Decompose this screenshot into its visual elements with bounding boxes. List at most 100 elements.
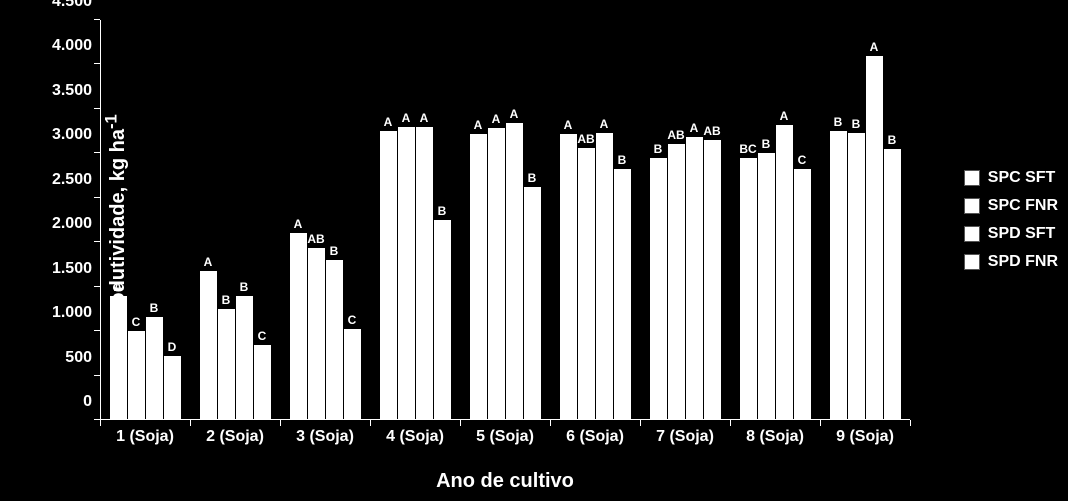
legend-swatch <box>964 254 980 270</box>
bar-annotation: B <box>852 117 861 133</box>
x-tick-mark <box>370 420 371 426</box>
y-tick-label: 2.500 <box>52 171 100 189</box>
bar-annotation: B <box>528 171 537 187</box>
bar: AB <box>704 140 721 420</box>
bar-annotation: B <box>618 153 627 169</box>
bar-annotation: A <box>204 255 213 271</box>
legend-swatch <box>964 226 980 242</box>
bar-annotation: B <box>222 293 231 309</box>
bar-chart: Produtividade, kg ha-1 05001.0001.5002.0… <box>0 0 1068 501</box>
y-tick-label: 0 <box>83 393 100 411</box>
bar: B <box>848 133 865 420</box>
bar: AB <box>668 144 685 420</box>
bar-annotation: B <box>654 142 663 158</box>
legend-swatch <box>964 198 980 214</box>
x-tick-label: 4 (Soja) <box>386 420 444 446</box>
bar: A <box>488 128 505 420</box>
bar-annotation: A <box>600 117 609 133</box>
bar-annotation: A <box>564 118 573 134</box>
bar: C <box>794 169 811 420</box>
legend-item: SPD SFT <box>964 225 1058 243</box>
y-tick-mark <box>94 286 100 287</box>
x-tick-label: 9 (Soja) <box>836 420 894 446</box>
y-tick-label: 3.500 <box>52 82 100 100</box>
y-tick-mark <box>94 241 100 242</box>
legend: SPC SFT SPC FNR SPD SFT SPD FNR <box>964 159 1058 281</box>
bar: A <box>470 134 487 420</box>
x-tick-mark <box>730 420 731 426</box>
bar-annotation: B <box>438 204 447 220</box>
bar-annotation: A <box>402 111 411 127</box>
bar-annotation: AB <box>667 128 684 144</box>
bar-annotation: B <box>330 244 339 260</box>
bar: A <box>110 296 127 420</box>
legend-item: SPC FNR <box>964 197 1058 215</box>
bar-annotation: B <box>762 137 771 153</box>
bar: A <box>200 271 217 420</box>
x-tick-mark <box>100 420 101 426</box>
legend-label: SPC FNR <box>988 197 1058 215</box>
bar-annotation: D <box>168 340 177 356</box>
y-tick-mark <box>94 375 100 376</box>
legend-item: SPC SFT <box>964 169 1058 187</box>
bar-annotation: A <box>780 109 789 125</box>
x-tick-label: 7 (Soja) <box>656 420 714 446</box>
y-tick-mark <box>94 63 100 64</box>
y-tick-mark <box>94 152 100 153</box>
y-tick-mark <box>94 108 100 109</box>
bar-annotation: A <box>690 121 699 137</box>
x-tick-label: 6 (Soja) <box>566 420 624 446</box>
legend-item: SPD FNR <box>964 253 1058 271</box>
bar: BC <box>740 158 757 420</box>
y-tick-label: 3.000 <box>52 126 100 144</box>
x-tick-mark <box>820 420 821 426</box>
bar: A <box>560 134 577 420</box>
y-tick-mark <box>94 330 100 331</box>
y-tick-label: 1.000 <box>52 304 100 322</box>
legend-label: SPD SFT <box>988 225 1056 243</box>
legend-swatch <box>964 170 980 186</box>
y-tick-label: 4.000 <box>52 37 100 55</box>
bar: B <box>146 317 163 420</box>
y-tick-label: 4.500 <box>52 0 100 11</box>
bar-annotation: AB <box>307 232 324 248</box>
x-tick-mark <box>460 420 461 426</box>
x-tick-label: 3 (Soja) <box>296 420 354 446</box>
bar: B <box>830 131 847 420</box>
bar: C <box>344 329 361 420</box>
bar: C <box>254 345 271 420</box>
y-tick-label: 1.500 <box>52 260 100 278</box>
x-axis-title: Ano de cultivo <box>100 470 910 493</box>
x-tick-mark <box>190 420 191 426</box>
bar: D <box>164 356 181 420</box>
bar-annotation: A <box>870 40 879 56</box>
x-tick-mark <box>280 420 281 426</box>
x-tick-label: 5 (Soja) <box>476 420 534 446</box>
bar-annotation: A <box>114 280 123 296</box>
bar: B <box>758 153 775 420</box>
y-tick-label: 500 <box>65 349 100 367</box>
bar-annotation: AB <box>577 132 594 148</box>
y-tick-mark <box>94 19 100 20</box>
bar-annotation: BC <box>739 142 756 158</box>
bar: A <box>866 56 883 420</box>
bar: B <box>650 158 667 420</box>
bar: B <box>236 296 253 420</box>
bar: A <box>596 133 613 420</box>
legend-label: SPD FNR <box>988 253 1058 271</box>
bar: B <box>524 187 541 420</box>
bar-annotation: A <box>294 217 303 233</box>
bar-annotation: C <box>348 313 357 329</box>
bar: A <box>416 127 433 420</box>
bar: A <box>776 125 793 420</box>
bar: B <box>884 149 901 420</box>
bar-annotation: B <box>834 115 843 131</box>
bar: A <box>506 123 523 420</box>
plot-area: 05001.0001.5002.0002.5003.0003.5004.0004… <box>100 20 910 420</box>
bar: A <box>398 127 415 420</box>
bar: B <box>614 169 631 420</box>
legend-label: SPC SFT <box>988 169 1056 187</box>
bar: A <box>380 131 397 420</box>
bar: AB <box>578 148 595 420</box>
bar-annotation: B <box>240 280 249 296</box>
